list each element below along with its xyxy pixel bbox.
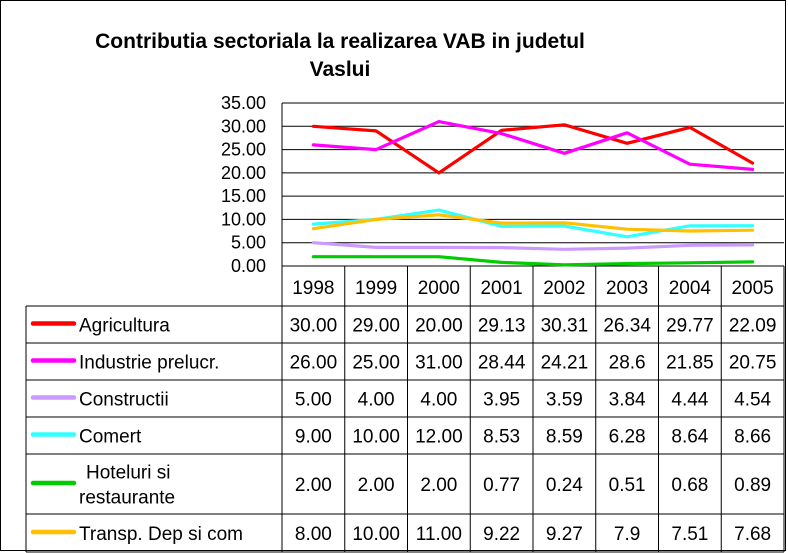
table-cell-value: 29.77 (666, 316, 714, 337)
y-tick-label: 5.00 (231, 233, 266, 253)
table-cell-value: 6.28 (609, 427, 646, 448)
table-cell-value: 7.51 (671, 524, 708, 545)
table-cell-value: 24.21 (541, 353, 589, 374)
legend-label: Industrie prelucr. (79, 353, 219, 374)
chart-title-line-1: Contributia sectoriala la realizarea VAB… (95, 30, 585, 53)
series-line-5 (311, 213, 755, 233)
table-cell-value: 30.00 (290, 316, 338, 337)
y-axis-tick-labels: 0.00 5.00 10.00 15.00 20.00 25.00 30.00 35.00 (221, 93, 266, 276)
y-tick-label: 15.00 (221, 186, 266, 206)
y-tick-label: 30.00 (221, 116, 266, 136)
table-cell-value: 4.44 (671, 390, 708, 411)
table-cell-value: 4.00 (358, 390, 395, 411)
table-cell-value: 9.00 (295, 427, 332, 448)
table-cell-value: 29.13 (478, 316, 526, 337)
x-tick-label: 2003 (606, 278, 648, 299)
table-cell-value: 8.64 (671, 427, 708, 448)
table-cell-value: 7.9 (614, 524, 640, 545)
table-cell-value: 28.44 (478, 353, 526, 374)
legend-label: Hoteluri si (86, 463, 170, 484)
table-cell-value: 31.00 (415, 353, 463, 374)
table-cell-value: 10.00 (352, 427, 400, 448)
chart-title: Contributia sectoriala la realizarea VAB… (60, 28, 620, 84)
series-line-2 (311, 241, 755, 251)
table-cell-value: 0.77 (483, 475, 520, 496)
table-cell-value: 3.95 (483, 390, 520, 411)
y-tick-label: 20.00 (221, 163, 266, 183)
table-cell-value: 11.00 (416, 524, 462, 545)
x-tick-label: 1999 (355, 278, 397, 299)
x-tick-label: 1998 (292, 278, 334, 299)
table-cell-value: 2.00 (358, 475, 395, 496)
chart-title-line-2: Vaslui (309, 58, 371, 81)
x-tick-label: 2004 (669, 278, 712, 299)
table-cell-value: 8.00 (295, 524, 332, 545)
y-tick-label: 25.00 (221, 140, 266, 160)
table-cell-value: 3.84 (609, 390, 646, 411)
table-cell-value: 0.51 (609, 475, 646, 496)
legend-label: Agricultura (79, 316, 170, 337)
table-cell-value: 8.53 (483, 427, 520, 448)
table-cell-value: 29.00 (352, 316, 400, 337)
table-cell-value: 5.00 (295, 390, 332, 411)
table-cell-value: 0.24 (546, 475, 583, 496)
series-line-0 (311, 123, 755, 175)
legend-label: Comert (79, 427, 142, 448)
legend-label: Constructii (79, 390, 169, 411)
y-tick-label: 10.00 (221, 209, 266, 229)
legend-label: restaurante (79, 488, 175, 509)
table-cell-value: 20.75 (729, 353, 777, 374)
table-cell-value: 7.68 (734, 524, 771, 545)
y-tick-label: 35.00 (221, 93, 266, 113)
table-cell-value: 26.34 (603, 316, 651, 337)
table-cell-value: 21.85 (666, 353, 714, 374)
data-table: 1998 1999 2000 2001 2002 2003 2004 2005 Agricult… (25, 266, 785, 553)
table-cell-value: 8.66 (734, 427, 771, 448)
table-cell-value: 22.09 (729, 316, 777, 337)
table-cell-value: 26.00 (290, 353, 338, 374)
table-cell-value: 12.00 (415, 427, 463, 448)
table-cell-value: 10.00 (352, 524, 400, 545)
table-cell-value: 4.00 (420, 390, 457, 411)
table-cell-value: 25.00 (352, 353, 400, 374)
series-line-4 (311, 255, 755, 267)
x-tick-label: 2001 (480, 278, 522, 299)
table-cell-value: 0.68 (671, 475, 708, 496)
series-line-1 (311, 119, 755, 171)
table-cell-value: 2.00 (420, 475, 457, 496)
table-cell-value: 30.31 (541, 316, 589, 337)
x-tick-label: 2002 (543, 278, 585, 299)
table-cell-value: 3.59 (546, 390, 583, 411)
series-lines (311, 119, 755, 267)
table-cell-value: 20.00 (415, 316, 463, 337)
x-tick-label: 2000 (418, 278, 460, 299)
table-cell-value: 9.27 (546, 524, 583, 545)
x-tick-label: 2005 (731, 278, 773, 299)
table-cell-value: 28.6 (609, 353, 646, 374)
table-cell-value: 8.59 (546, 427, 583, 448)
table-cell-value: 4.54 (734, 390, 771, 411)
legend-label: Transp. Dep si com (79, 524, 243, 545)
table-cell-value: 0.89 (734, 475, 771, 496)
table-cell-value: 2.00 (295, 475, 332, 496)
table-cell-value: 9.22 (483, 524, 520, 545)
y-tick-label: 0.00 (231, 256, 266, 276)
